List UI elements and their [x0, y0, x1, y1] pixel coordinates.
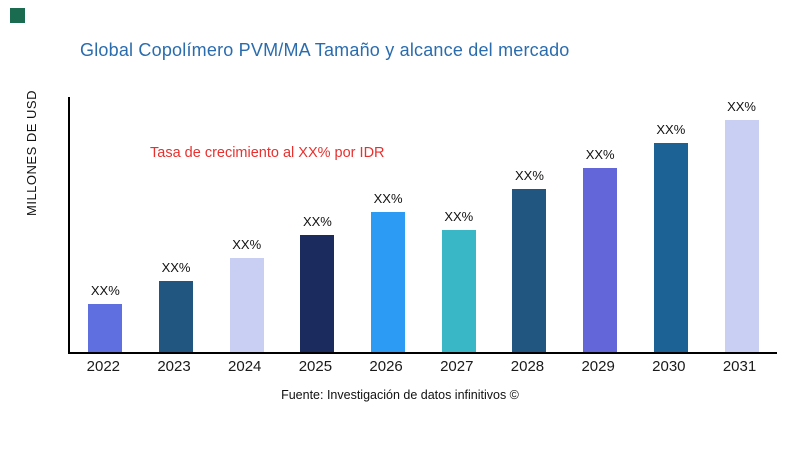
bar-slot-2025: XX%: [282, 97, 353, 352]
bar-value-label: XX%: [302, 214, 332, 229]
bar-value-label: XX%: [656, 122, 686, 137]
x-tick-2023: 2023: [157, 358, 191, 375]
bar-2028: [512, 189, 547, 352]
bar-2024: [229, 258, 264, 352]
bar-slot-2023: XX%: [141, 97, 212, 352]
bar-2027: [441, 230, 476, 352]
bar-slot-2022: XX%: [70, 97, 141, 352]
bar-slot-2031: XX%: [706, 97, 777, 352]
bar-slot-2026: XX%: [353, 97, 424, 352]
bar-2023: [159, 281, 194, 352]
x-tick-2027: 2027: [440, 358, 474, 375]
x-axis-ticks: 2022 2023 2024 2025 2026 2027 2028 2029 2030 2031: [68, 358, 775, 375]
x-tick-2029: 2029: [581, 358, 615, 375]
bar-2026: [371, 212, 406, 352]
bar-value-label: XX%: [727, 99, 756, 114]
x-tick-2022: 2022: [86, 358, 121, 375]
bar-2022: [88, 304, 123, 352]
bar-slot-2030: XX%: [636, 97, 707, 352]
bar-slot-2024: XX%: [211, 97, 282, 352]
source-footer: Fuente: Investigación de datos infinitiv…: [281, 388, 519, 402]
bar-value-label: XX%: [515, 168, 544, 183]
bar-slot-2029: XX%: [565, 97, 636, 352]
bar-value-label: XX%: [444, 209, 474, 224]
bar-value-label: XX%: [90, 283, 120, 298]
x-tick-2025: 2025: [298, 358, 333, 375]
bar-value-label: XX%: [161, 260, 191, 275]
chart-title: Global Copolímero PVM/MA Tamaño y alcanc…: [80, 40, 570, 60]
bar-slot-2028: XX%: [494, 97, 565, 352]
bar-2031: [724, 120, 759, 352]
bar-value-label: XX%: [585, 147, 615, 162]
bar-2030: [653, 143, 688, 352]
x-tick-2024: 2024: [228, 358, 262, 375]
plot-area: XX% XX% XX% XX% XX% XX% XX% XX% XX% XX%: [68, 97, 777, 354]
x-tick-2026: 2026: [369, 358, 403, 375]
bar-series: XX% XX% XX% XX% XX% XX% XX% XX% XX% XX%: [70, 97, 777, 352]
bar-slot-2027: XX%: [423, 97, 494, 352]
bar-value-label: XX%: [232, 237, 262, 252]
x-tick-2030: 2030: [652, 358, 686, 375]
brand-square: [10, 8, 25, 23]
y-axis-label: MILLONES DE USD: [24, 90, 39, 216]
bar-2025: [300, 235, 335, 352]
x-tick-2031: 2031: [722, 358, 757, 375]
x-tick-2028: 2028: [510, 358, 545, 375]
bar-value-label: XX%: [373, 191, 403, 206]
growth-rate-annotation: Tasa de crecimiento al XX% por IDR: [150, 145, 385, 161]
bar-2029: [583, 168, 618, 352]
